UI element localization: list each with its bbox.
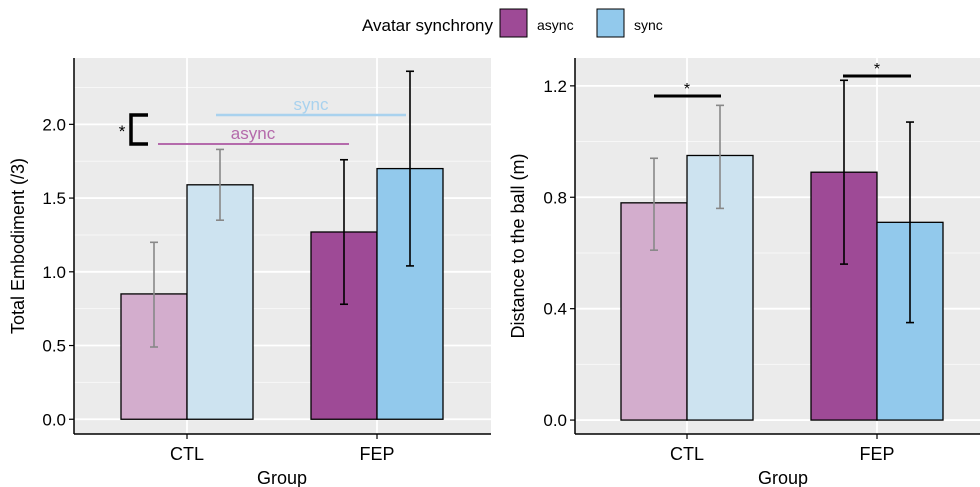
left-bar-ctl-sync xyxy=(186,184,254,420)
right-bar-fep-async xyxy=(810,171,878,421)
left-sync-comparison-label: sync xyxy=(294,95,329,114)
left-y-tick-label: 1.0 xyxy=(42,263,66,282)
legend: Avatar synchrony async sync xyxy=(362,8,663,38)
left-y-axis-title: Total Embodiment (/3) xyxy=(8,158,28,334)
legend-label-sync: sync xyxy=(634,17,663,33)
left-bars xyxy=(120,167,444,420)
left-x-axis-title: Group xyxy=(257,468,307,487)
left-x-tick-label-ctl: CTL xyxy=(170,444,204,464)
left-y-tick-label: 0.5 xyxy=(42,337,66,356)
right-panel: 0.0 0.4 0.8 1.2 CTL FEP * * Group Distance to… xyxy=(508,58,980,487)
legend-title: Avatar synchrony xyxy=(362,16,494,35)
left-error-bars xyxy=(150,70,414,348)
left-tick-labels: 0.0 0.5 1.0 1.5 2.0 CTL FEP xyxy=(42,115,394,464)
legend-label-async: async xyxy=(537,17,574,33)
right-y-tick-label: 0.8 xyxy=(543,188,567,207)
right-error-bars xyxy=(650,79,914,324)
left-x-tick-label-fep: FEP xyxy=(359,444,394,464)
left-panel: 0.0 0.5 1.0 1.5 2.0 CTL FEP sync async * Group… xyxy=(8,58,491,487)
right-x-tick-label-fep: FEP xyxy=(859,444,894,464)
right-fep-significance-star: * xyxy=(874,61,880,78)
right-y-axis-title: Distance to the ball (m) xyxy=(508,153,528,338)
left-y-tick-label: 1.5 xyxy=(42,189,66,208)
left-bracket-star: * xyxy=(119,122,126,141)
left-async-comparison-label: async xyxy=(231,124,276,143)
right-ctl-significance-star: * xyxy=(684,81,690,98)
legend-swatch-sync xyxy=(596,8,625,38)
left-y-tick-label: 0.0 xyxy=(42,410,66,429)
left-bracket xyxy=(129,113,148,146)
right-x-axis-title: Group xyxy=(758,468,808,487)
left-y-tick-label: 2.0 xyxy=(42,115,66,134)
right-x-tick-label-ctl: CTL xyxy=(670,444,704,464)
right-tick-labels: 0.0 0.4 0.8 1.2 CTL FEP xyxy=(543,77,894,464)
right-y-tick-label: 1.2 xyxy=(543,77,567,96)
right-y-tick-label: 0.4 xyxy=(543,300,567,319)
legend-swatch-async xyxy=(499,8,528,38)
right-y-tick-label: 0.0 xyxy=(543,411,567,430)
